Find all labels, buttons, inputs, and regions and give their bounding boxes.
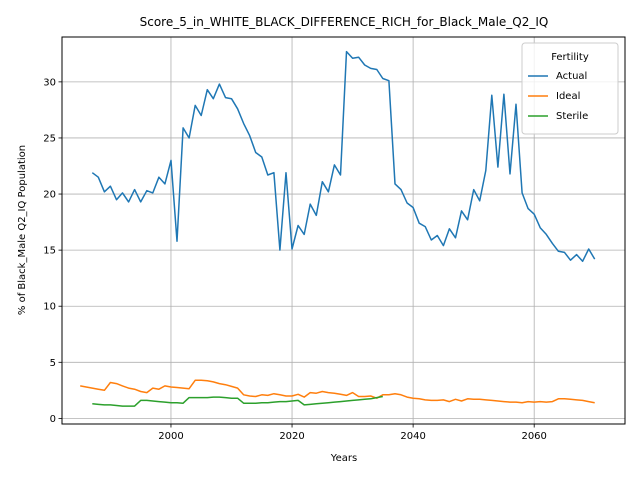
series-lines bbox=[80, 50, 596, 407]
y-tick-label: 25 bbox=[43, 133, 56, 144]
y-axis-ticks: 0 5 10 15 20 25 30 bbox=[43, 77, 62, 425]
series-line-ideal bbox=[80, 379, 595, 404]
y-tick-label: 20 bbox=[43, 190, 56, 201]
chart-title: Score_5_in_WHITE_BLACK_DIFFERENCE_RICH_f… bbox=[140, 15, 549, 29]
series-line-actual bbox=[91, 50, 596, 263]
y-axis-label: % of Black_Male Q2_IQ Population bbox=[17, 145, 28, 315]
y-tick-label: 5 bbox=[50, 358, 56, 369]
x-axis-ticks: 2000 2020 2040 2060 bbox=[158, 424, 547, 442]
x-tick-label: 2000 bbox=[158, 431, 183, 442]
x-tick-label: 2020 bbox=[279, 431, 304, 442]
legend-label-ideal: Ideal bbox=[556, 91, 580, 102]
x-tick-label: 2040 bbox=[400, 431, 425, 442]
plot-frame bbox=[61, 36, 626, 425]
y-tick-label: 30 bbox=[43, 77, 56, 88]
x-tick-label: 2060 bbox=[521, 431, 546, 442]
legend-box bbox=[521, 42, 619, 135]
y-tick-label: 10 bbox=[43, 302, 56, 313]
y-tick-label: 15 bbox=[43, 246, 56, 257]
legend-label-actual: Actual bbox=[556, 71, 587, 82]
series-line-sterile bbox=[92, 395, 383, 407]
x-axis-label: Years bbox=[330, 453, 357, 464]
y-tick-label: 0 bbox=[50, 414, 56, 425]
legend-title: Fertility bbox=[551, 52, 589, 63]
legend-label-sterile: Sterile bbox=[556, 111, 588, 122]
legend-entries: Actual Ideal Sterile bbox=[528, 71, 588, 122]
legend: Fertility Actual Ideal Sterile bbox=[521, 42, 619, 135]
